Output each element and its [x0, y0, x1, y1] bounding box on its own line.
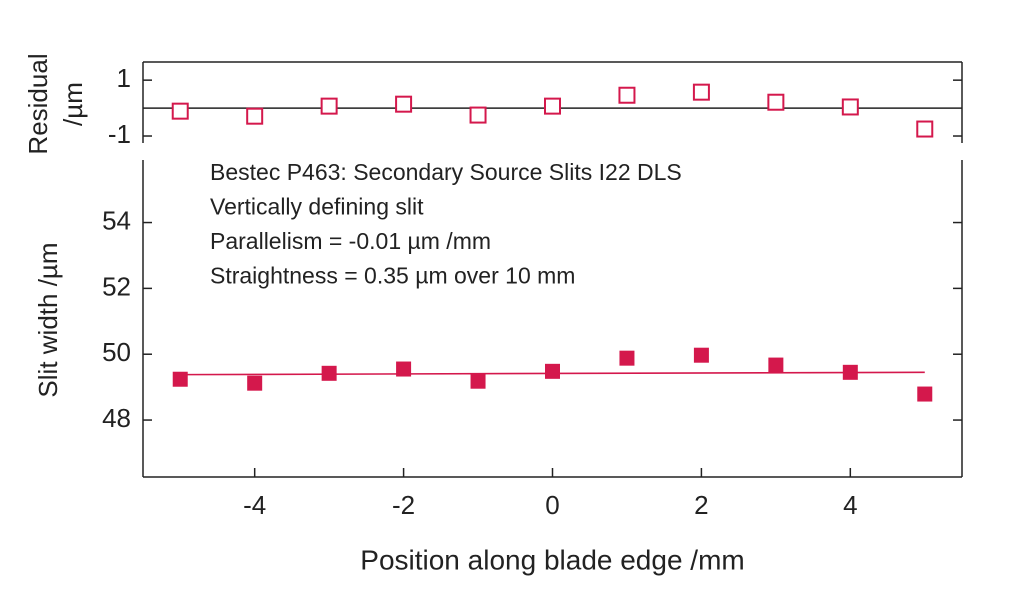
x-axis-label: Position along blade edge /mm [360, 544, 744, 575]
x-tick-label: -4 [243, 490, 266, 520]
data-point [768, 357, 784, 373]
data-point [917, 386, 933, 402]
data-point [320, 97, 338, 115]
data-point [767, 93, 785, 111]
data-point [321, 365, 337, 381]
data-point [545, 363, 560, 379]
data-point [619, 350, 635, 366]
y-tick-label: -1 [108, 119, 131, 149]
y-axis-label: Slit width /µm [33, 242, 63, 397]
fit-line [180, 371, 925, 376]
annotation: Parallelism = -0.01 µm /mm [210, 228, 491, 254]
y-axis-label: Residual [23, 53, 53, 154]
data-point [469, 106, 487, 124]
x-tick-label: 2 [694, 490, 708, 520]
data-point [246, 107, 264, 125]
y-tick-label: 50 [102, 337, 131, 367]
x-tick-label: 4 [843, 490, 857, 520]
y-tick-label: 54 [102, 205, 131, 235]
data-point [396, 361, 412, 377]
y-tick-label: 1 [117, 63, 131, 93]
data-point [470, 373, 486, 389]
data-point [172, 371, 188, 387]
data-point [395, 95, 413, 113]
data-point [618, 86, 636, 104]
data-point [841, 98, 859, 116]
y-axis-label: /µm [58, 82, 88, 126]
x-tick-label: -2 [392, 490, 415, 520]
data-point [247, 375, 263, 391]
annotation: Straightness = 0.35 µm over 10 mm [210, 263, 575, 289]
x-tick-label: 0 [545, 490, 559, 520]
data-point [692, 83, 710, 101]
y-tick-label: 52 [102, 271, 131, 301]
annotation: Vertically defining slit [210, 194, 424, 220]
data-point [171, 102, 189, 120]
annotation: Bestec P463: Secondary Source Slits I22 … [210, 159, 682, 185]
data-point [544, 97, 561, 115]
y-tick-label: 48 [102, 403, 131, 433]
data-point [693, 347, 709, 363]
data-point [916, 120, 934, 138]
